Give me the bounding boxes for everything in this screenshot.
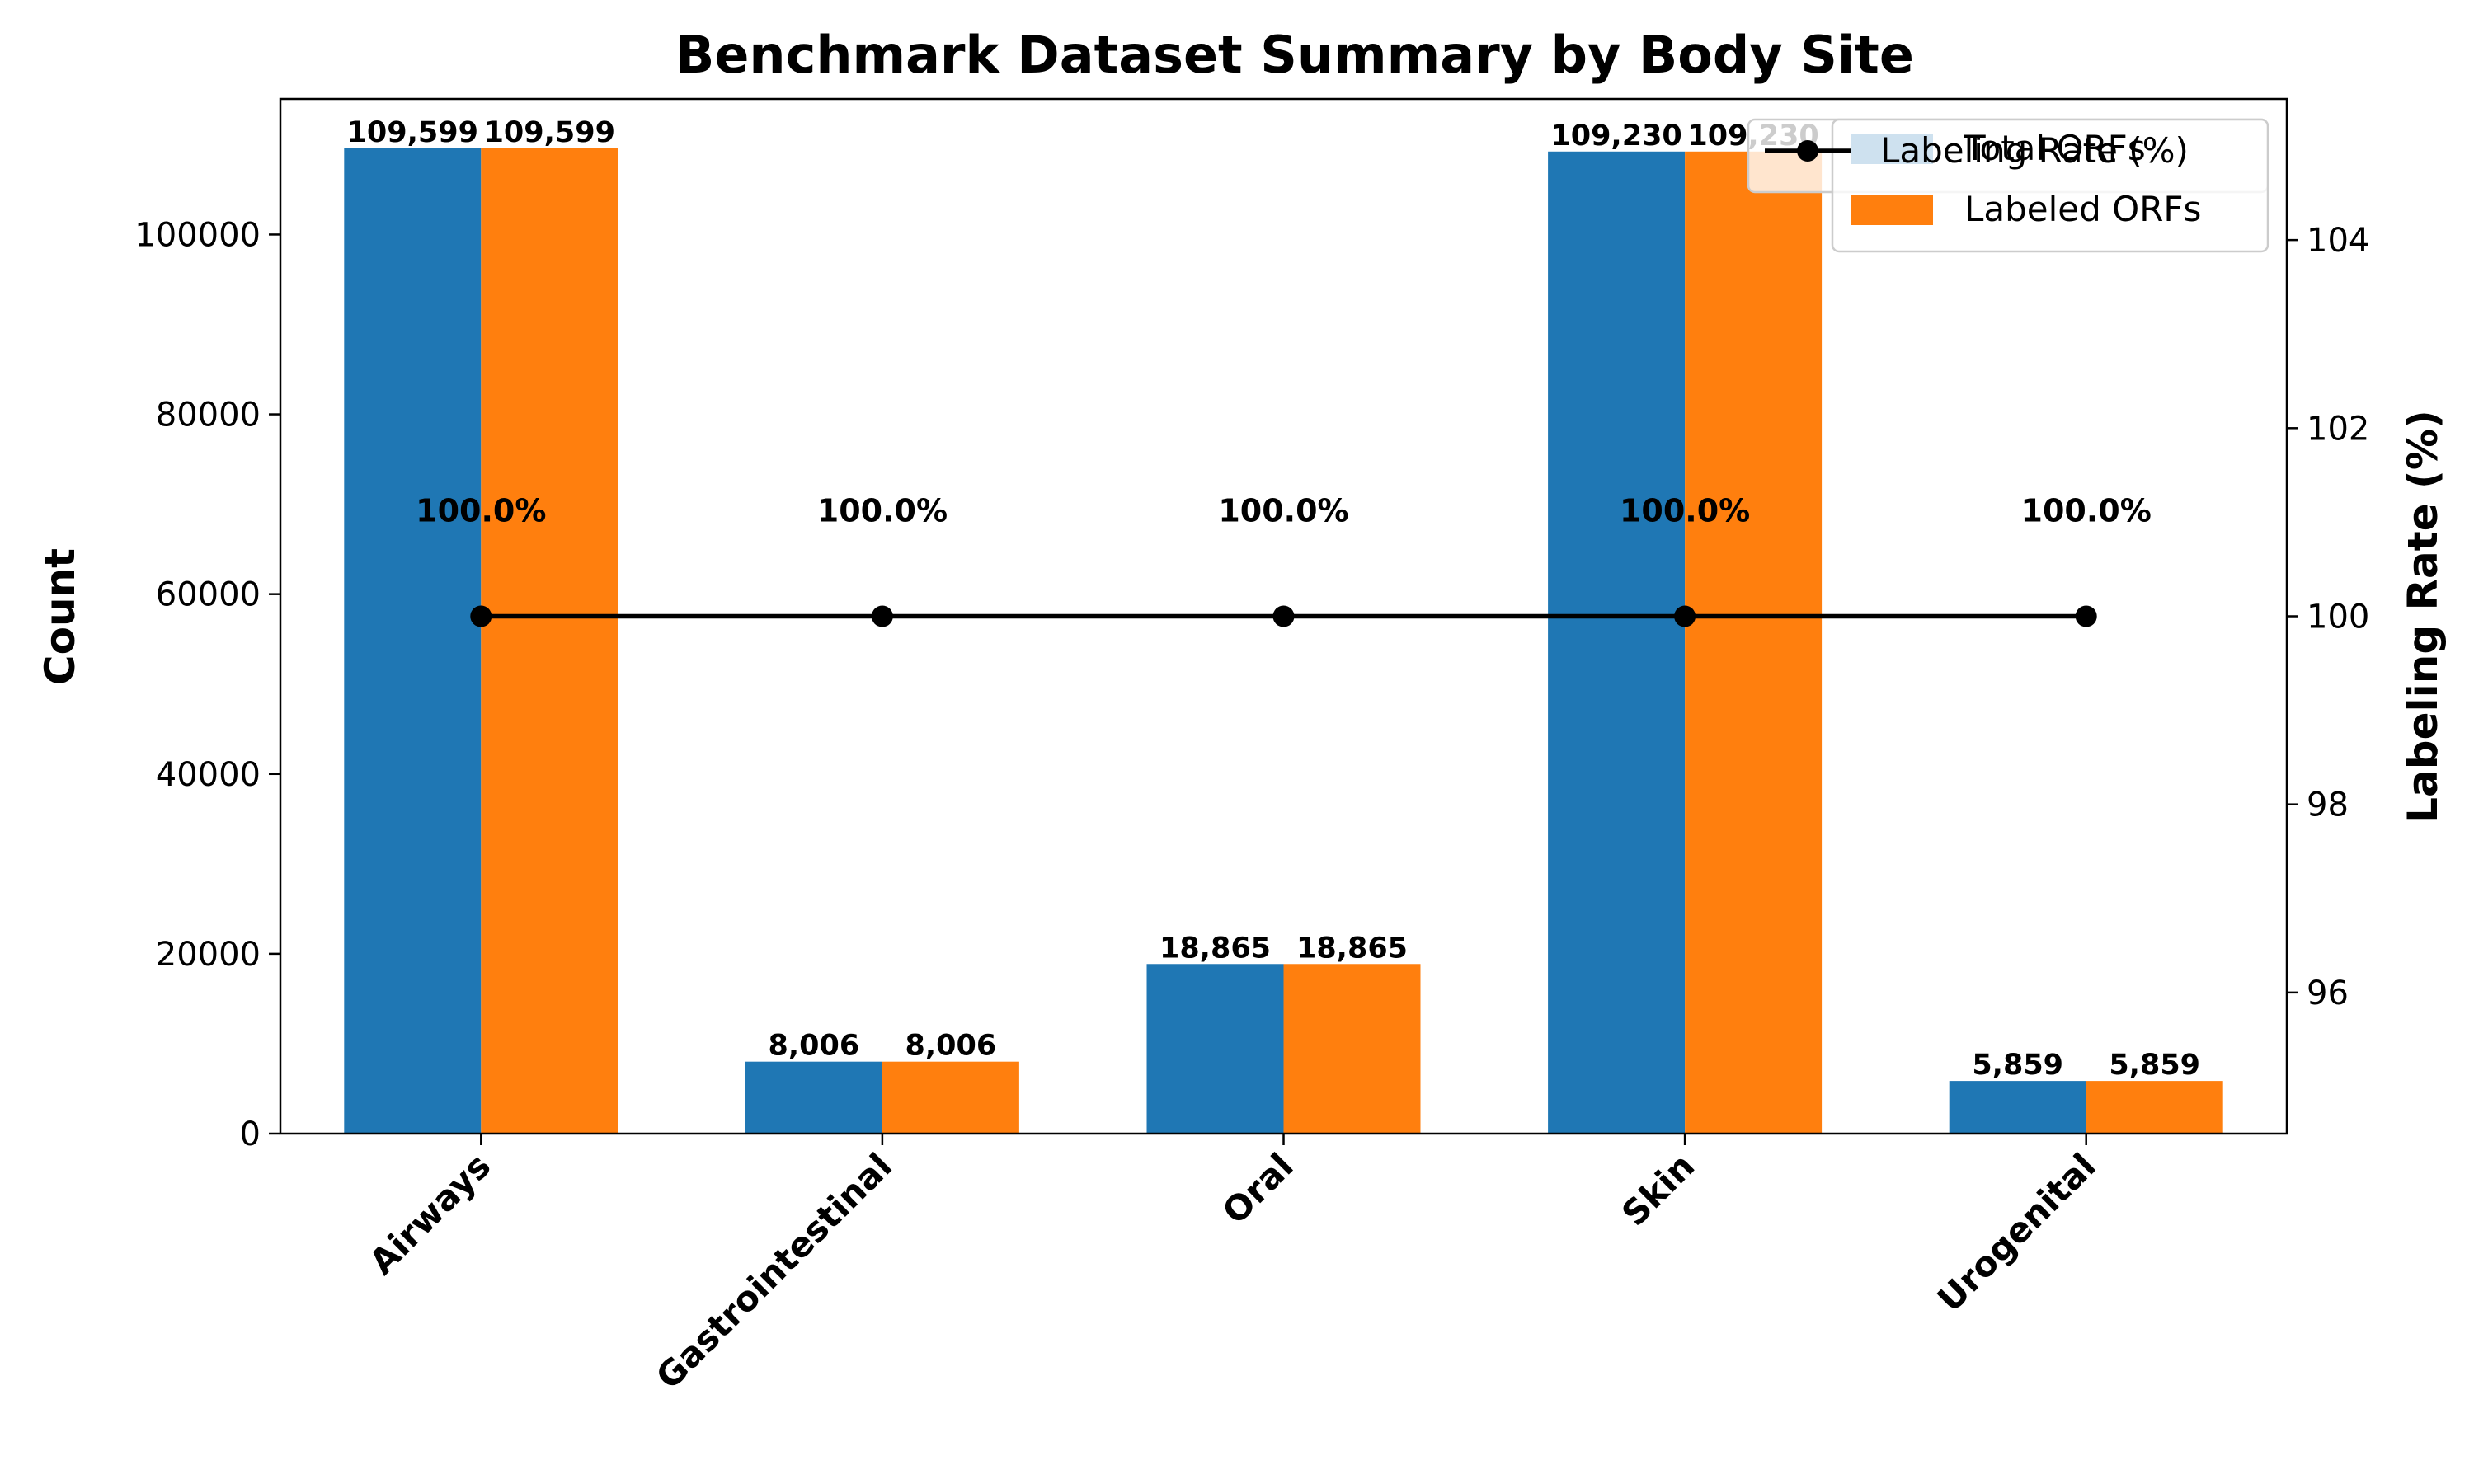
legend-label-labeled: Labeled ORFs [1964,189,2201,229]
y-tick-label: 40000 [156,756,261,794]
bar-value-label: 5,859 [1972,1049,2063,1082]
labeling-rate-label: 100.0% [416,493,546,529]
chart-title: Benchmark Dataset Summary by Body Site [675,25,1914,85]
bar-labeled-oral [1283,964,1421,1134]
y2-tick-label: 102 [2307,410,2369,448]
labeling-rate-point [871,605,893,627]
bar-value-label: 109,599 [347,116,478,149]
x-tick-label-oral: Oral [1215,1145,1301,1232]
bar-labeled-gastrointestinal [882,1061,1019,1134]
legend-swatch-total [1851,134,1933,164]
bar-labeled-airways [481,148,618,1134]
bar-value-label: 109,230 [1550,120,1681,153]
y2-tick-label: 96 [2307,974,2349,1012]
legend-line-marker [1797,140,1818,162]
y-tick-label: 0 [240,1115,261,1153]
x-tick-label-gastrointestinal: Gastrointestinal [648,1145,900,1397]
y-tick-label: 60000 [156,576,261,614]
bar-value-label: 5,859 [2109,1049,2200,1082]
bar-value-label: 18,865 [1159,932,1271,965]
x-tick-label-airways: Airways [361,1145,498,1282]
legend-label-rate: Labeling Rate (%) [1880,130,2189,171]
y2-axis-title: Labeling Rate (%) [2399,410,2447,824]
bar-total-urogenital [1949,1081,2086,1134]
x-tick-label-urogenital: Urogenital [1930,1145,2104,1319]
labeling-rate-label: 100.0% [817,493,948,529]
bar-total-gastrointestinal [745,1061,882,1134]
y-axis-title: Count [36,548,84,685]
labeling-rate-label: 100.0% [1620,493,1750,529]
y-tick-label: 80000 [156,397,261,434]
legend: Total ORFs Labeled ORFs Labeling Rate (%) [1747,118,2269,253]
legend-label-total: Total ORFs [1964,128,2146,168]
x-tick-label-skin: Skin [1614,1145,1702,1233]
labeling-rate-label: 100.0% [1218,493,1348,529]
legend-box-bars [1831,118,2269,253]
labeling-rate-point [2075,605,2097,627]
labeling-rate-point [1272,605,1295,627]
bar-value-label: 18,865 [1296,932,1408,965]
bar-value-label: 8,006 [905,1030,997,1063]
bar-total-airways [344,148,482,1134]
y-tick-label: 20000 [156,936,261,974]
bar-value-label: 8,006 [769,1030,860,1063]
labeling-rate-point [1674,605,1696,627]
plot-area: 109,599 8,006 18,865 109,230 5,859 109,599 8,0… [134,97,2369,1397]
labeling-rate-point [470,605,492,627]
y2-tick-label: 98 [2307,787,2349,824]
bar-total-skin [1548,151,1686,1134]
bar-labeled-urogenital [2086,1081,2223,1134]
bar-total-oral [1146,964,1284,1134]
y2-tick-label: 104 [2307,222,2369,260]
y2-tick-label: 100 [2307,599,2369,636]
y-tick-label: 100000 [134,216,261,254]
labeling-rate-label: 100.0% [2021,493,2152,529]
bar-labeled-skin [1685,151,1823,1134]
legend-swatch-labeled [1851,195,1933,225]
bar-value-label: 109,599 [484,116,615,149]
